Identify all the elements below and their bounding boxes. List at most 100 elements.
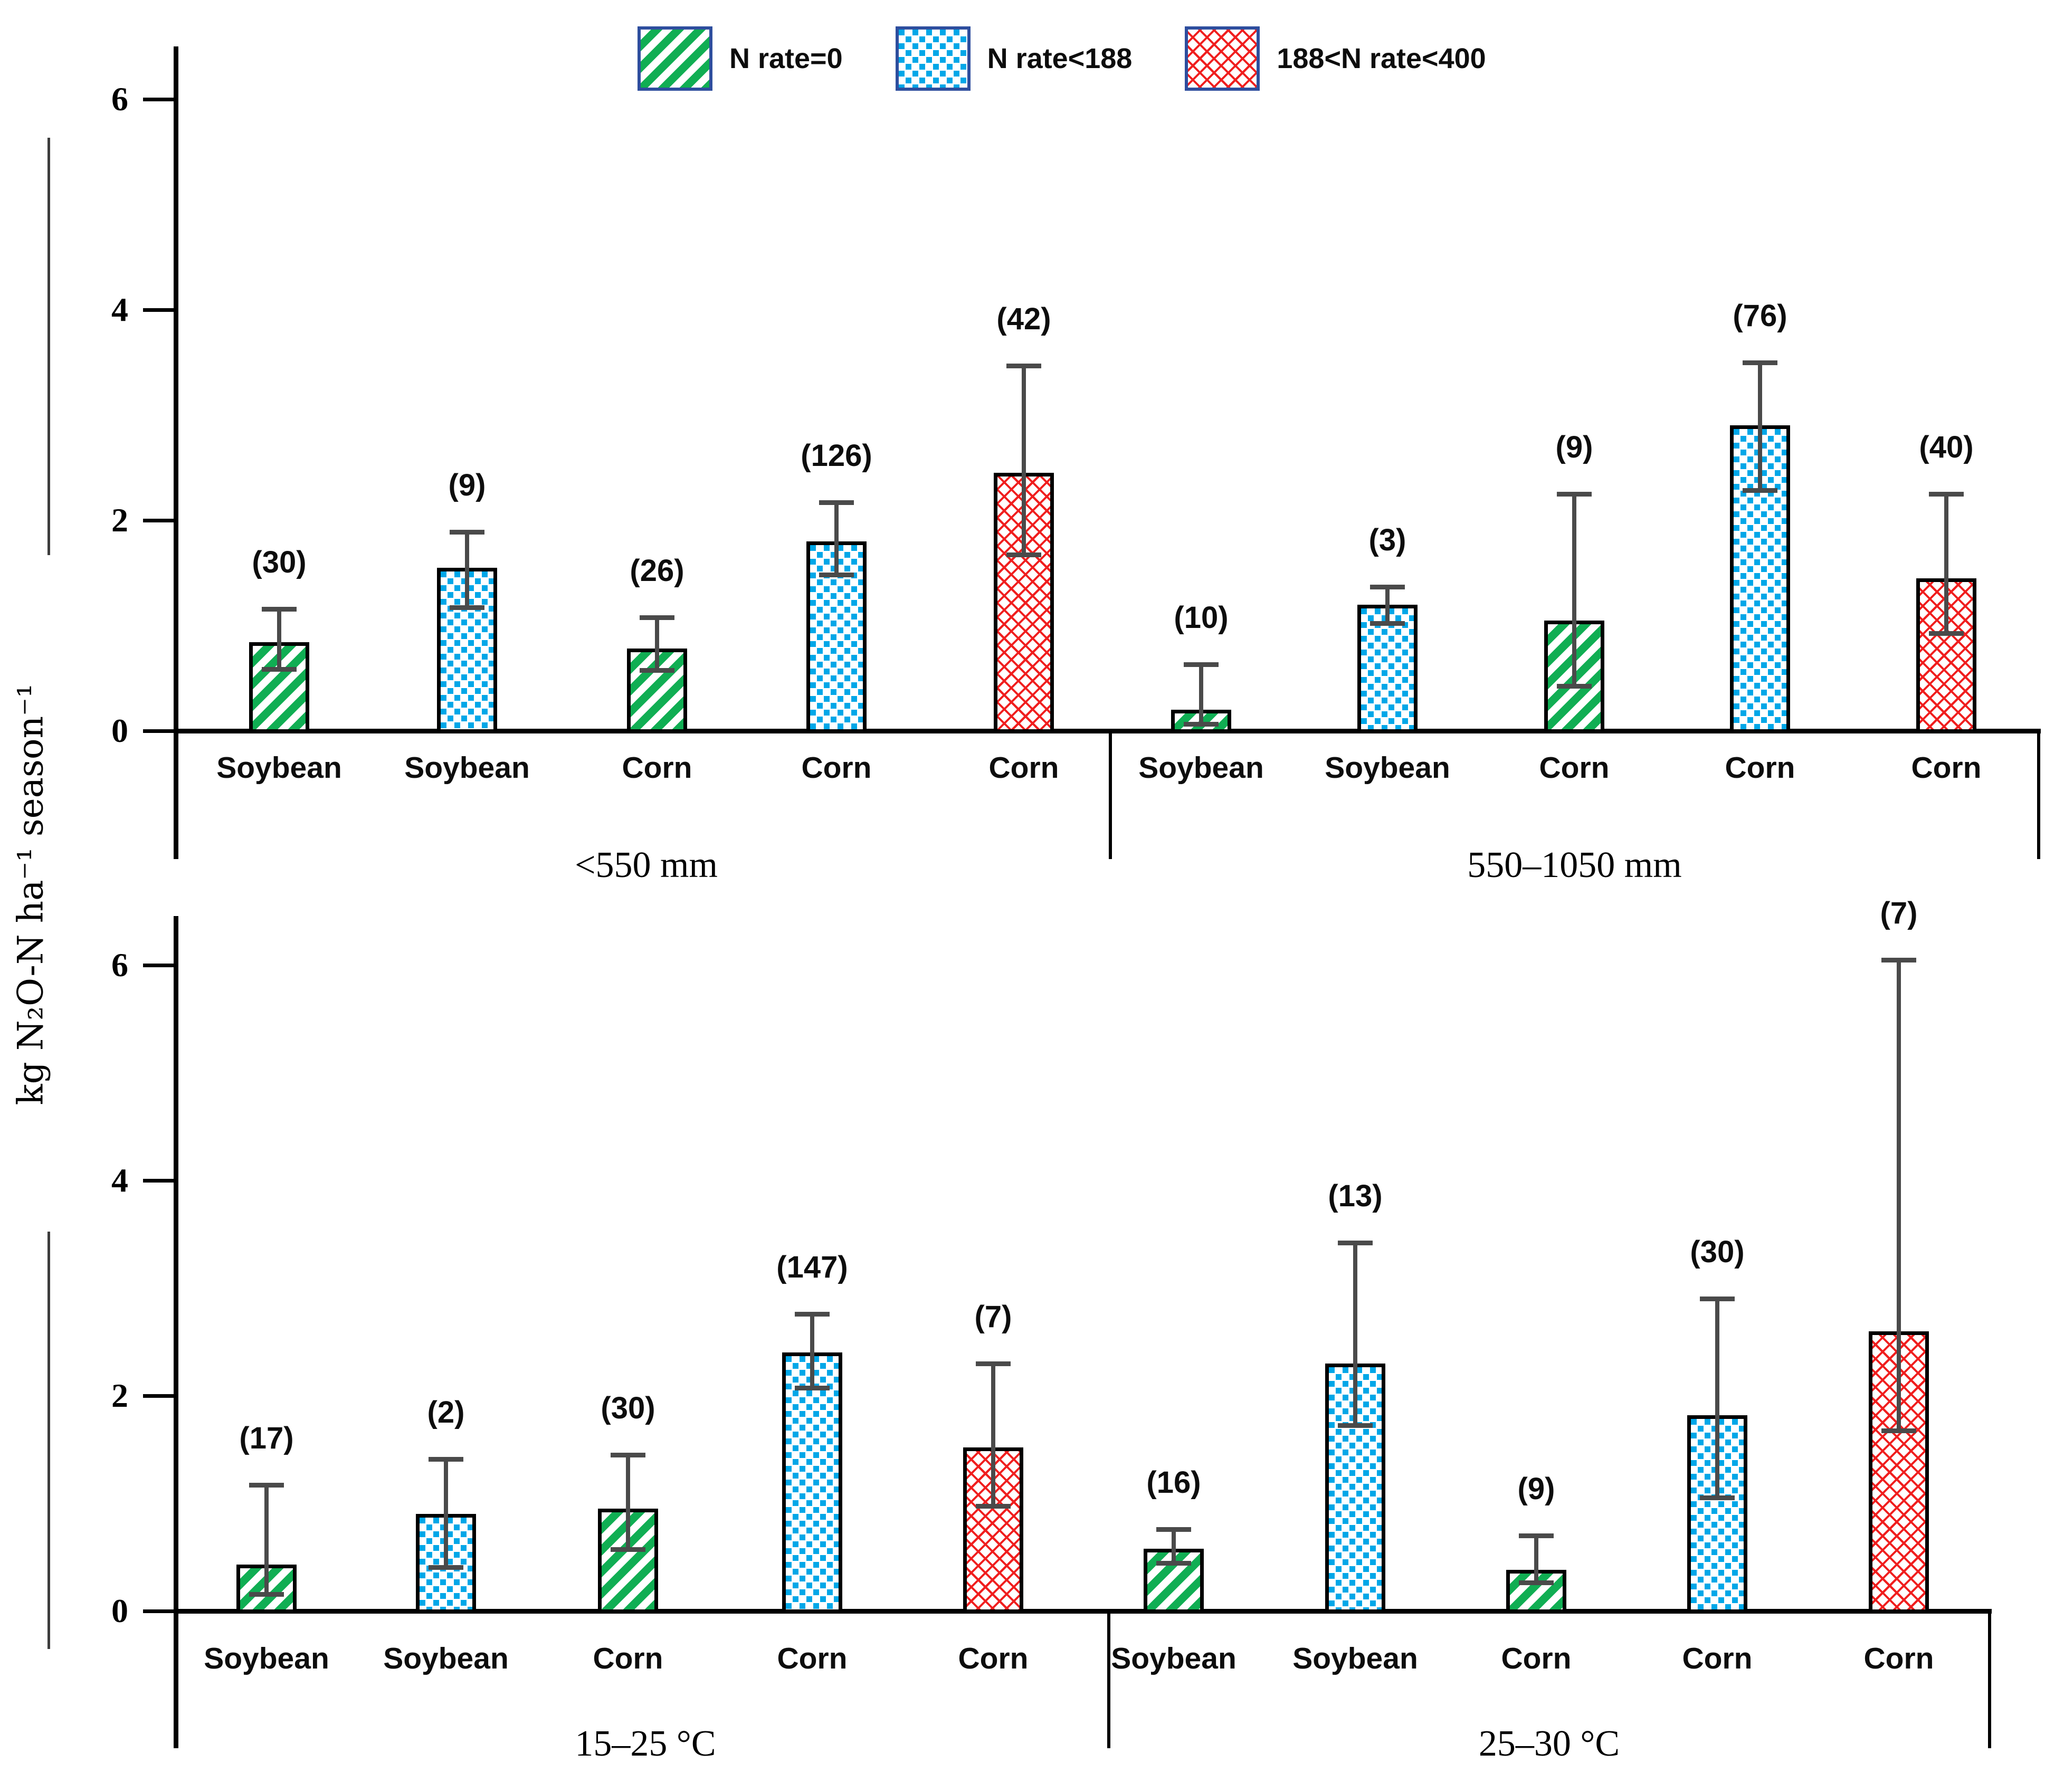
error-bar-cap-top (1370, 584, 1405, 589)
bar-count-label: (147) (776, 1250, 848, 1284)
bar-category-label: Corn (958, 1642, 1029, 1675)
error-bar-cap-bottom (1370, 621, 1405, 626)
group-divider (1109, 731, 1112, 859)
error-bar-cap-bottom (1338, 1423, 1373, 1428)
axis-end-line (2037, 731, 2040, 859)
error-bar-cap-bottom (1519, 1580, 1554, 1585)
bar-count-label: (30) (252, 545, 307, 579)
error-bar-line (1353, 1243, 1357, 1426)
error-bar-line (626, 1455, 630, 1550)
y-axis-line (174, 916, 178, 1748)
bar-count-label: (26) (630, 553, 684, 588)
bar-category-label: Soybean (404, 751, 530, 785)
bar-count-label: (10) (1174, 600, 1229, 635)
bar (806, 541, 867, 733)
bar (782, 1352, 842, 1613)
error-bar-line (1199, 664, 1203, 725)
bar-count-label: (9) (1555, 430, 1593, 465)
error-bar-line (810, 1313, 814, 1388)
bar-count-label: (7) (1880, 895, 1918, 930)
y-axis-rule-top (47, 138, 50, 555)
y-tick (143, 964, 174, 967)
bar-category-label: Soybean (1111, 1642, 1237, 1675)
error-bar-line (1022, 365, 1026, 555)
error-bar-line (1172, 1529, 1176, 1564)
error-bar-line (1534, 1536, 1538, 1583)
error-bar-cap-bottom (249, 1592, 284, 1597)
error-bar-cap-top (795, 1311, 830, 1317)
bar-count-label: (2) (427, 1395, 465, 1430)
error-bar-cap-top (429, 1457, 463, 1462)
legend-label: N rate=0 (729, 43, 843, 74)
y-tick-label: 4 (111, 291, 128, 328)
y-tick (143, 1609, 174, 1613)
legend-item-nrate0: N rate=0 (638, 26, 843, 91)
error-bar-line (1944, 494, 1948, 634)
error-bar-cap-bottom (1743, 488, 1777, 493)
y-tick-label: 0 (111, 712, 128, 749)
error-bar-cap-top (1519, 1533, 1554, 1539)
bar-count-label: (30) (601, 1391, 655, 1426)
y-tick-label: 6 (111, 80, 128, 118)
bar-count-label: (7) (974, 1299, 1012, 1334)
group-label: 15–25 °C (575, 1723, 716, 1764)
error-bar-line (1715, 1299, 1719, 1498)
error-bar-cap-top (1743, 360, 1777, 365)
error-bar-line (444, 1459, 448, 1568)
group-label: <550 mm (575, 845, 718, 885)
error-bar-cap-bottom (1006, 552, 1041, 557)
error-bar-cap-bottom (611, 1547, 645, 1552)
legend-swatch-blue-dots-icon (895, 26, 971, 91)
error-bar-cap-top (1929, 492, 1964, 497)
bar-category-label: Soybean (383, 1642, 509, 1675)
bar-count-label: (76) (1733, 298, 1787, 333)
legend-item-nrate-lt188: N rate<188 (895, 26, 1133, 91)
error-bar-cap-bottom (1156, 1561, 1191, 1566)
error-bar-cap-bottom (640, 668, 674, 673)
bar-category-label: Soybean (216, 751, 342, 785)
bar-count-label: (3) (1368, 522, 1406, 557)
error-bar-cap-bottom (1184, 722, 1219, 727)
legend-label: N rate<188 (987, 43, 1133, 74)
y-tick (143, 98, 174, 101)
bar-count-label: (40) (1919, 430, 1974, 465)
bar-category-label: Corn (1682, 1642, 1753, 1675)
error-bar-line (1572, 494, 1576, 687)
bar-category-label: Corn (988, 751, 1059, 785)
bar (1687, 1415, 1747, 1613)
error-bar-line (834, 502, 839, 575)
error-bar-cap-top (1700, 1297, 1735, 1302)
error-bar-cap-top (262, 606, 297, 612)
error-bar-cap-top (249, 1483, 284, 1488)
bar-count-label: (9) (1517, 1472, 1555, 1507)
legend-swatch-red-crosshatch-icon (1185, 26, 1260, 91)
y-tick (143, 308, 174, 312)
error-bar-cap-bottom (1929, 631, 1964, 636)
y-tick-label: 0 (111, 1592, 128, 1629)
error-bar-cap-bottom (819, 572, 854, 577)
group-label: 25–30 °C (1478, 1723, 1620, 1764)
error-bar-line (264, 1485, 269, 1595)
error-bar-cap-top (1338, 1241, 1373, 1246)
y-tick (143, 1394, 174, 1398)
error-bar-cap-bottom (976, 1504, 1011, 1509)
error-bar-cap-top (1184, 662, 1219, 668)
error-bar-cap-top (640, 615, 674, 620)
legend: N rate=0 N rate<188 188<N rate<400 (638, 26, 1486, 91)
bar-count-label: (30) (1690, 1235, 1745, 1270)
error-bar-cap-top (1557, 492, 1592, 497)
group-divider (1107, 1611, 1110, 1748)
bar-category-label: Soybean (1292, 1642, 1418, 1675)
error-bar-cap-top (1881, 957, 1916, 962)
error-bar-cap-top (819, 500, 854, 506)
error-bar-cap-top (450, 529, 484, 535)
bar-count-label: (9) (448, 468, 486, 502)
x-axis-line (174, 729, 2041, 733)
error-bar-line (991, 1363, 995, 1507)
bar-category-label: Corn (1911, 751, 1982, 785)
bar-category-label: Soybean (1138, 751, 1264, 785)
bar-count-label: (126) (801, 439, 872, 473)
bar-category-label: Corn (1501, 1642, 1572, 1675)
y-tick (143, 519, 174, 522)
group-label: 550–1050 mm (1467, 845, 1682, 885)
